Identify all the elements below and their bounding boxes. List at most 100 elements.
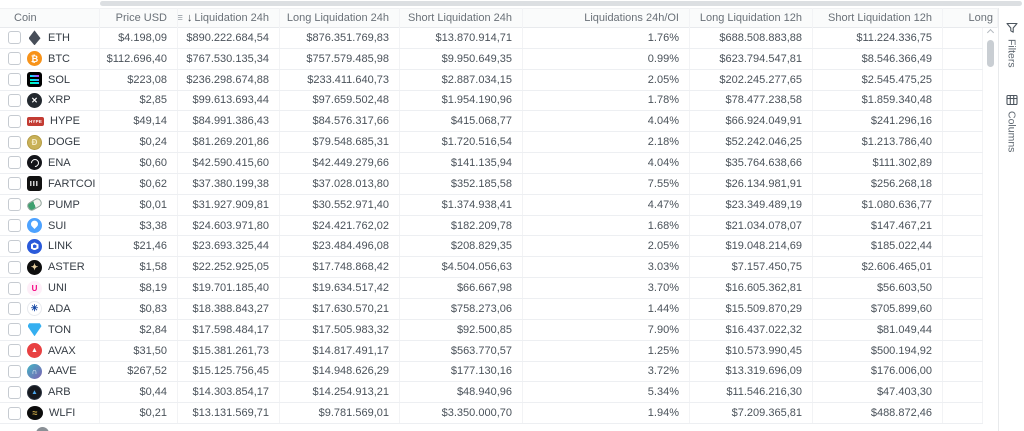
long-liquidation-24h-cell: $17.748.868,42 [280, 257, 400, 278]
horizontal-scrollbar-thumb[interactable] [100, 1, 1022, 6]
short-liquidation-24h-cell: $415.068,77 [400, 111, 523, 132]
coin-name[interactable]: HYPE [50, 115, 80, 128]
row-checkbox[interactable] [8, 114, 21, 128]
row-checkbox[interactable] [8, 52, 21, 66]
column-menu-icon[interactable]: ≡ [178, 12, 183, 24]
row-checkbox[interactable] [8, 281, 21, 295]
short-liquidation-24h-cell: $1.954.190,96 [400, 90, 523, 111]
coin-name[interactable]: SOL [48, 73, 71, 86]
coin-name[interactable]: XRP [48, 94, 71, 107]
coin-name[interactable]: WLFI [49, 407, 76, 420]
row-checkbox[interactable] [8, 323, 21, 337]
row-checkbox[interactable] [8, 406, 21, 420]
row-checkbox[interactable] [8, 135, 21, 149]
row-checkbox[interactable] [8, 239, 21, 253]
column-header-liquidations-24h-oi[interactable]: Liquidations 24h/OI [523, 8, 690, 28]
row-checkbox[interactable] [8, 93, 21, 107]
table-row[interactable]: PUMP $0,01 $31.927.909,81 $30.552.971,40… [0, 194, 983, 216]
coin-name[interactable]: ENA [48, 156, 71, 169]
row-checkbox[interactable] [8, 219, 21, 233]
short-liquidation-12h-cell: $47.403,30 [813, 382, 943, 403]
table-row[interactable]: SUI $3,38 $24.603.971,80 $24.421.762,02 … [0, 215, 983, 237]
coin-name[interactable]: PUMP [48, 198, 80, 211]
liquidations-24h-oi-cell: 2.05% [523, 236, 690, 257]
short-liquidation-24h-cell: $141.135,94 [400, 153, 523, 173]
price-usd-cell: $3,38 [100, 215, 178, 236]
row-checkbox[interactable] [8, 260, 21, 274]
table-row[interactable]: ADA $0,83 $18.388.843,27 $17.630.570,21 … [0, 298, 983, 320]
table-row[interactable]: AAVE $267,52 $15.125.756,45 $14.948.626,… [0, 361, 983, 383]
vertical-scrollbar-thumb[interactable] [986, 40, 994, 67]
coin-cell: XRP [0, 90, 100, 111]
table-row[interactable]: ASTER $1,58 $22.252.925,05 $17.748.868,4… [0, 257, 983, 279]
long-next-cell [943, 173, 983, 194]
long-liquidation-12h-cell: $19.048.214,69 [690, 236, 813, 257]
row-checkbox[interactable] [8, 344, 21, 358]
coin-name[interactable]: BTC [48, 52, 70, 65]
row-checkbox[interactable] [8, 198, 21, 212]
table-row[interactable]: LINK $21,46 $23.693.325,44 $23.484.496,0… [0, 236, 983, 258]
short-liquidation-12h-cell: $147.467,21 [813, 215, 943, 236]
coin-cell: ADA [0, 298, 100, 319]
column-header-long-truncated[interactable]: Long [943, 8, 998, 28]
coin-name[interactable]: TON [48, 323, 72, 336]
row-checkbox[interactable] [8, 73, 21, 87]
table-row[interactable]: ENA $0,60 $42.590.415,60 $42.449.279,66 … [0, 153, 983, 174]
table-row-partial [0, 424, 983, 431]
short-liquidation-12h-cell: $11.224.336,75 [813, 28, 943, 48]
long-liquidation-12h-cell: $16.437.022,32 [690, 319, 813, 340]
coin-name[interactable]: ETH [48, 31, 70, 44]
price-usd-cell: $21,46 [100, 236, 178, 257]
column-header-short-liquidation-12h[interactable]: Short Liquidation 12h [813, 8, 943, 28]
long-liquidation-12h-cell: $7.157.450,75 [690, 257, 813, 278]
arb-icon [27, 384, 42, 400]
horizontal-scrollbar[interactable] [100, 1, 1022, 7]
coin-name[interactable]: DOGE [48, 136, 81, 149]
table-row[interactable]: SOL $223,08 $236.298.674,88 $233.411.640… [0, 69, 983, 91]
coin-name[interactable]: FARTCOIN [48, 177, 95, 190]
coin-name[interactable]: AAVE [48, 365, 77, 378]
column-header-long-liquidation-12h[interactable]: Long Liquidation 12h [690, 8, 813, 28]
row-checkbox[interactable] [8, 302, 21, 316]
coin-name[interactable]: ASTER [48, 261, 85, 274]
table-row[interactable]: WLFI $0,21 $13.131.569,71 $9.781.569,01 … [0, 403, 983, 425]
table-row[interactable]: AVAX $31,50 $15.381.261,73 $14.817.491,1… [0, 340, 983, 362]
column-header-short-liquidation-24h[interactable]: Short Liquidation 24h [400, 8, 523, 28]
row-checkbox[interactable] [8, 31, 21, 45]
column-header-long-liquidation-24h[interactable]: Long Liquidation 24h [280, 8, 400, 28]
filters-button[interactable]: Filters [1006, 22, 1018, 68]
table-row[interactable]: BTC $112.696,40 $767.530.135,34 $757.579… [0, 48, 983, 70]
column-header-coin[interactable]: Coin [0, 8, 100, 28]
coin-cell: PUMP [0, 194, 100, 215]
row-checkbox[interactable] [8, 177, 21, 191]
row-checkbox[interactable] [8, 385, 21, 399]
table-row[interactable]: XRP $2,85 $99.613.693,44 $97.659.502,48 … [0, 90, 983, 112]
table-row[interactable]: ARB $0,44 $14.303.854,17 $14.254.913,21 … [0, 382, 983, 404]
aster-icon [27, 259, 42, 275]
coin-name[interactable]: LINK [48, 240, 73, 253]
table-row[interactable]: UNI $8,19 $19.701.185,40 $19.634.517,42 … [0, 278, 983, 299]
row-checkbox[interactable] [8, 364, 21, 378]
coin-name[interactable]: SUI [48, 219, 67, 232]
table-row[interactable]: HYPE $49,14 $84.991.386,43 $84.576.317,6… [0, 111, 983, 133]
long-liquidation-24h-cell: $9.781.569,01 [280, 403, 400, 424]
sort-descending-icon[interactable]: ↓ [186, 12, 193, 24]
long-liquidation-24h-cell: $757.579.485,98 [280, 48, 400, 69]
coin-name[interactable]: UNI [48, 282, 67, 295]
liquidation-table: Coin Price USD ≡ ↓ Liquidation 24h Long … [0, 8, 998, 431]
columns-button[interactable]: Columns [1006, 94, 1018, 152]
scroll-up-icon[interactable] [986, 28, 994, 37]
row-checkbox[interactable] [8, 156, 21, 170]
coin-name[interactable]: AVAX [48, 344, 76, 357]
column-header-liquidation-24h[interactable]: ≡ ↓ Liquidation 24h [178, 8, 280, 28]
table-row[interactable]: DOGE $0,24 $81.269.201,86 $79.548.685,31… [0, 132, 983, 154]
table-row[interactable]: ETH $4.198,09 $890.222.684,54 $876.351.7… [0, 28, 983, 49]
column-header-price-usd[interactable]: Price USD [100, 8, 178, 28]
fartcoin-icon [27, 176, 42, 192]
coin-name[interactable]: ADA [48, 302, 71, 315]
vertical-scrollbar[interactable] [986, 28, 994, 67]
coin-cell: ARB [0, 382, 100, 403]
table-row[interactable]: FARTCOIN $0,62 $37.380.199,38 $37.028.01… [0, 173, 983, 195]
coin-name[interactable]: ARB [48, 386, 71, 399]
table-row[interactable]: TON $2,84 $17.598.484,17 $17.505.983,32 … [0, 319, 983, 341]
